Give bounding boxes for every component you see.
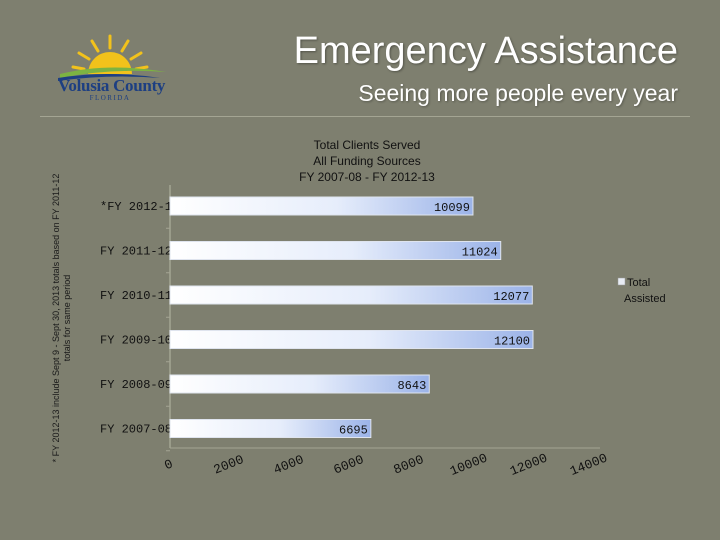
chart-title-line-2: All Funding Sources [313, 154, 420, 168]
logo-name: Volusia County [58, 76, 166, 95]
x-tick-label: 10000 [448, 450, 490, 479]
value-label: 12077 [493, 290, 529, 304]
value-label: 10099 [434, 201, 470, 215]
legend: Total Assisted [617, 277, 666, 305]
value-label: 11024 [462, 246, 498, 260]
value-label: 12100 [494, 335, 530, 349]
bar [169, 374, 430, 394]
blue-swoosh [58, 74, 160, 81]
x-tick-label: 12000 [508, 450, 550, 479]
category-label: FY 2010-11 [100, 289, 172, 303]
value-label: 8643 [397, 379, 426, 393]
bar [169, 196, 474, 216]
page-title: Emergency Assistance [293, 30, 678, 72]
legend-label-line-1: Total [627, 277, 650, 289]
x-tick-label: 8000 [391, 452, 426, 478]
category-label: FY 2009-10 [100, 334, 172, 348]
logo-subtitle: FLORIDA [89, 94, 131, 102]
x-tick-label: 0 [162, 456, 175, 473]
page-subtitle: Seeing more people every year [358, 80, 678, 106]
category-label: *FY 2012-13 [100, 200, 179, 214]
bar [169, 419, 372, 438]
volusia-county-logo [58, 34, 166, 81]
chart-title-line-3: FY 2007-08 - FY 2012-13 [299, 170, 435, 184]
x-tick-label: 6000 [331, 452, 366, 478]
chart-title-line-1: Total Clients Served [314, 138, 421, 152]
bar [169, 330, 534, 349]
header-divider [40, 116, 690, 117]
bar [169, 241, 502, 260]
bar [169, 285, 533, 305]
category-label: FY 2008-09 [100, 378, 172, 392]
value-label: 6695 [339, 424, 368, 438]
green-swoosh [60, 67, 166, 78]
category-label: FY 2011-12 [100, 245, 172, 259]
chart-title: Total Clients Served All Funding Sources… [299, 138, 435, 184]
x-tick-label: 4000 [271, 452, 306, 478]
x-tick-label: 2000 [211, 452, 246, 478]
legend-label-line-2: Assisted [624, 293, 666, 305]
x-tick-label: 14000 [568, 450, 610, 479]
legend-swatch [617, 277, 626, 286]
category-label: FY 2007-08 [100, 423, 172, 437]
